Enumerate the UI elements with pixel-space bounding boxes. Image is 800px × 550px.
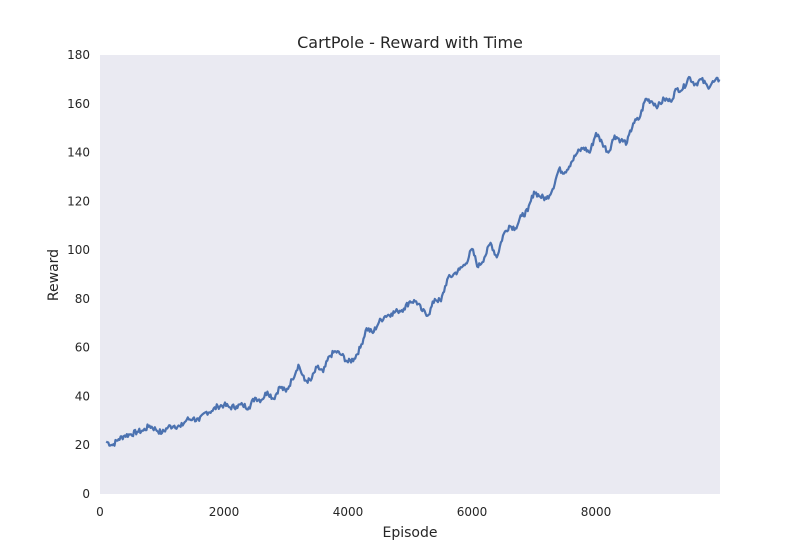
x-axis-title: Episode [383, 525, 438, 541]
y-tick-label: 0 [82, 487, 90, 501]
y-tick-label: 40 [75, 389, 90, 403]
x-tick-label: 2000 [209, 505, 240, 519]
y-axis-title: Reward [46, 249, 62, 301]
chart-title: CartPole - Reward with Time [297, 33, 523, 52]
y-tick-label: 180 [67, 48, 90, 62]
y-tick-label: 80 [75, 292, 90, 306]
reward-series-line [105, 75, 721, 447]
y-tick-label: 60 [75, 341, 90, 355]
x-tick-label: 8000 [581, 505, 612, 519]
y-tick-label: 20 [75, 438, 90, 452]
y-tick-label: 140 [67, 146, 90, 160]
plot-area [100, 55, 720, 494]
x-tick-label: 4000 [333, 505, 364, 519]
x-tick-label: 0 [96, 505, 104, 519]
y-tick-label: 160 [67, 97, 90, 111]
y-tick-label: 120 [67, 194, 90, 208]
y-tick-label: 100 [67, 243, 90, 257]
x-tick-label: 6000 [457, 505, 488, 519]
